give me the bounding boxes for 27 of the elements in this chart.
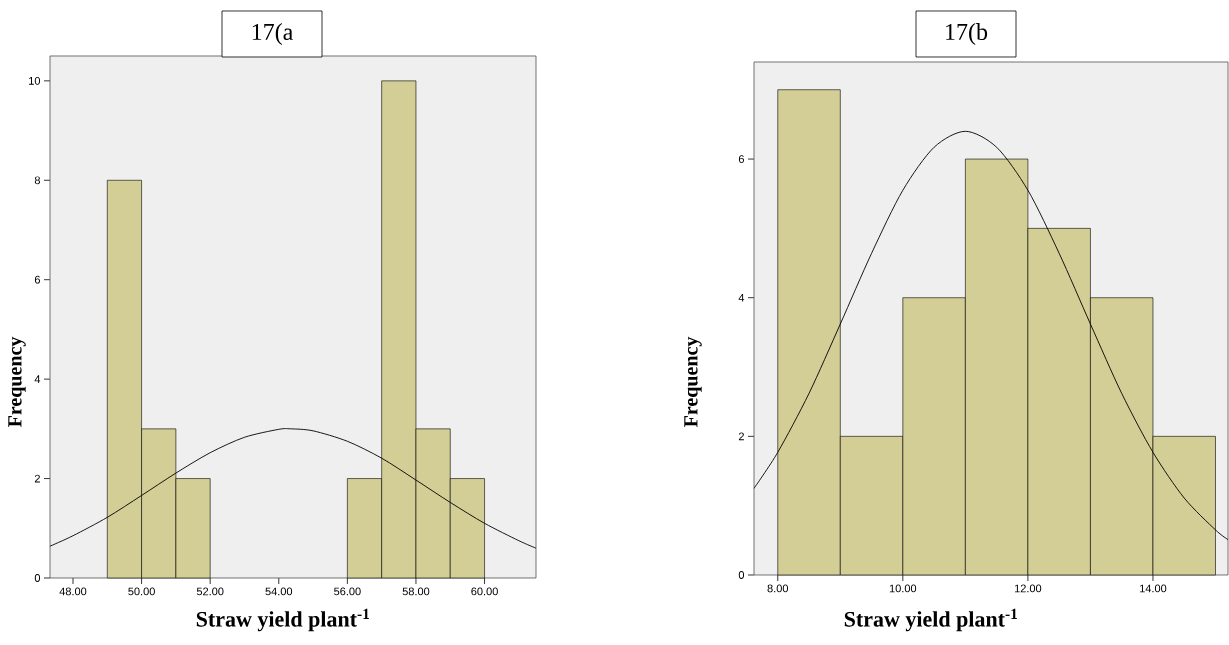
y-tick-label: 0 <box>738 571 745 579</box>
y-tick-label: 4 <box>34 375 41 383</box>
x-tick-label: 12.00 <box>1014 584 1042 593</box>
y-tick-label: 2 <box>738 432 744 441</box>
y-axis-title: Frequency <box>8 336 26 428</box>
y-tick-label: 8 <box>34 176 40 185</box>
x-tick-label: 10.00 <box>889 584 917 593</box>
chart-title: 17(b <box>946 23 988 45</box>
x-tick-label: 14.00 <box>1140 584 1167 593</box>
y-tick-label: 4 <box>738 293 745 302</box>
x-tick-label: 56.00 <box>334 587 361 596</box>
x-tick-label: 48.00 <box>59 587 87 596</box>
y-tick-label: 6 <box>34 275 40 284</box>
x-tick-label: 54.00 <box>265 587 293 596</box>
chart-title: 17(a <box>252 23 293 45</box>
y-tick-label: 2 <box>34 474 40 483</box>
y-axis-title: Frequency <box>684 336 702 428</box>
y-tick-label: 10 <box>29 76 41 85</box>
y-tick-label: 6 <box>738 155 744 163</box>
x-tick-label: 58.00 <box>402 587 430 596</box>
x-tick-label: 8.00 <box>767 584 789 593</box>
x-axis-title: Straw yield plant$^{-1}$ <box>844 608 1018 632</box>
x-tick-label: 50.00 <box>128 587 155 596</box>
y-tick-label: 0 <box>34 574 41 582</box>
x-axis-title: Straw yield plant$^{-1}$ <box>196 608 370 632</box>
x-tick-label: 60.00 <box>471 587 498 596</box>
x-tick-label: 52.00 <box>196 587 224 596</box>
